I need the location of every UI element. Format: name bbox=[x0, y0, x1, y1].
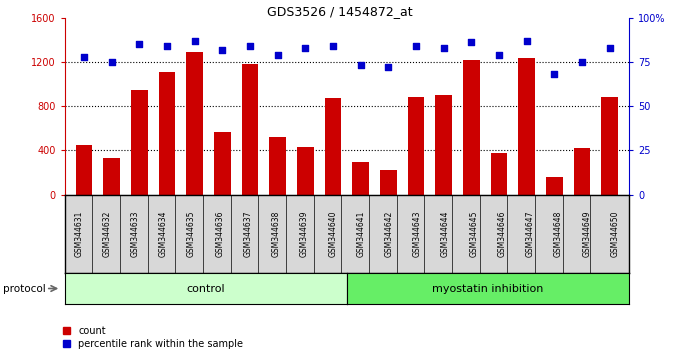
Text: GSM344635: GSM344635 bbox=[187, 210, 196, 257]
Text: GSM344643: GSM344643 bbox=[413, 210, 422, 257]
Bar bbox=[241, 64, 258, 195]
Point bbox=[494, 52, 505, 58]
Bar bbox=[214, 132, 231, 195]
Point bbox=[328, 43, 339, 49]
Point bbox=[217, 47, 228, 52]
Text: GSM344650: GSM344650 bbox=[611, 210, 619, 257]
Bar bbox=[75, 145, 92, 195]
Text: GSM344648: GSM344648 bbox=[554, 210, 563, 257]
Point bbox=[134, 41, 145, 47]
Text: GSM344641: GSM344641 bbox=[356, 210, 365, 257]
Point bbox=[383, 64, 394, 70]
Text: control: control bbox=[186, 284, 225, 293]
Text: GSM344640: GSM344640 bbox=[328, 210, 337, 257]
Bar bbox=[324, 98, 341, 195]
Text: GSM344645: GSM344645 bbox=[469, 210, 478, 257]
Text: protocol: protocol bbox=[3, 284, 46, 293]
Text: GSM344646: GSM344646 bbox=[498, 210, 507, 257]
Point bbox=[355, 63, 366, 68]
Bar bbox=[352, 161, 369, 195]
Bar bbox=[518, 57, 535, 195]
Bar bbox=[435, 95, 452, 195]
Text: GSM344631: GSM344631 bbox=[74, 210, 83, 257]
Text: GSM344649: GSM344649 bbox=[582, 210, 591, 257]
Point bbox=[106, 59, 117, 65]
Point bbox=[411, 43, 422, 49]
Legend: count, percentile rank within the sample: count, percentile rank within the sample bbox=[63, 326, 243, 349]
Point bbox=[577, 59, 588, 65]
Point bbox=[245, 43, 256, 49]
Text: GSM344639: GSM344639 bbox=[300, 210, 309, 257]
Bar bbox=[380, 170, 396, 195]
Point bbox=[466, 40, 477, 45]
Text: GSM344632: GSM344632 bbox=[103, 210, 112, 257]
Text: myostatin inhibition: myostatin inhibition bbox=[432, 284, 543, 293]
Text: GSM344638: GSM344638 bbox=[272, 210, 281, 257]
Text: GSM344636: GSM344636 bbox=[216, 210, 224, 257]
Point bbox=[189, 38, 200, 44]
Point bbox=[605, 45, 615, 51]
Text: GSM344644: GSM344644 bbox=[441, 210, 450, 257]
Text: GSM344647: GSM344647 bbox=[526, 210, 534, 257]
Bar bbox=[463, 60, 479, 195]
Bar bbox=[574, 148, 590, 195]
Text: GSM344642: GSM344642 bbox=[385, 210, 394, 257]
Bar bbox=[269, 137, 286, 195]
Bar bbox=[491, 153, 507, 195]
Text: GSM344633: GSM344633 bbox=[131, 210, 139, 257]
Point bbox=[300, 45, 311, 51]
Bar bbox=[408, 97, 424, 195]
Text: GSM344637: GSM344637 bbox=[243, 210, 252, 257]
Point bbox=[549, 72, 560, 77]
Bar bbox=[103, 158, 120, 195]
Point bbox=[272, 52, 283, 58]
Bar bbox=[546, 177, 562, 195]
Bar bbox=[158, 72, 175, 195]
Point bbox=[78, 54, 89, 59]
Text: GDS3526 / 1454872_at: GDS3526 / 1454872_at bbox=[267, 5, 413, 18]
Point bbox=[162, 43, 173, 49]
Bar bbox=[601, 97, 618, 195]
Bar bbox=[297, 147, 313, 195]
Text: GSM344634: GSM344634 bbox=[159, 210, 168, 257]
Point bbox=[521, 38, 532, 44]
Bar bbox=[131, 90, 148, 195]
Bar bbox=[186, 52, 203, 195]
Point bbox=[438, 45, 449, 51]
